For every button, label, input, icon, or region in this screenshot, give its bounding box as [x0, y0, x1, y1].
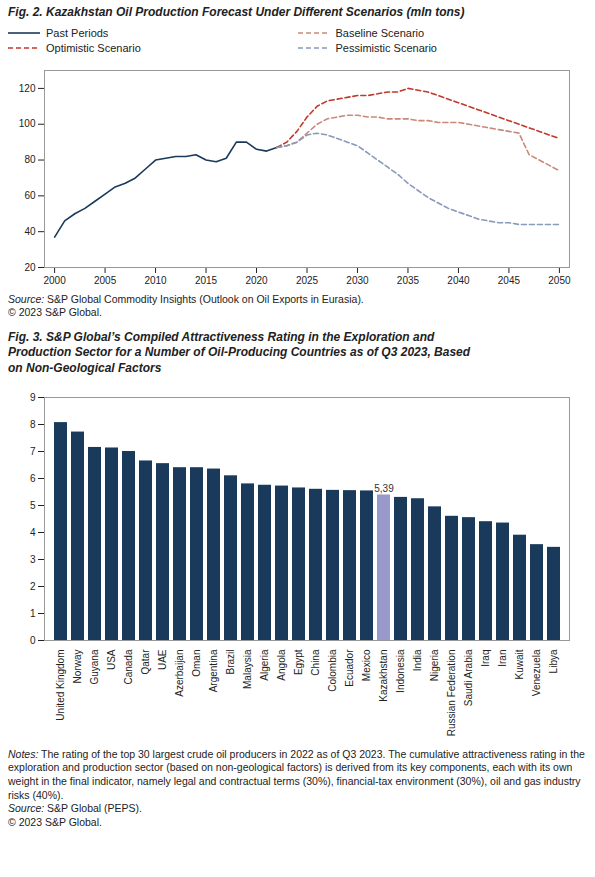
- svg-text:3: 3: [30, 553, 36, 564]
- html-text:Past Periods: Past Periods: [46, 26, 109, 39]
- svg-text:Ecuador: Ecuador: [344, 648, 355, 686]
- svg-text:2: 2: [30, 580, 36, 591]
- svg-text:5,39: 5,39: [374, 483, 394, 494]
- svg-text:6: 6: [30, 472, 36, 483]
- svg-text:4: 4: [30, 526, 36, 537]
- html-text:© 2023 S&P Global.: © 2023 S&P Global.: [8, 306, 102, 319]
- svg-text:2015: 2015: [195, 274, 218, 285]
- svg-text:Venezuela: Venezuela: [531, 649, 542, 696]
- svg-text:Saudi Arabia: Saudi Arabia: [463, 649, 474, 706]
- svg-text:5: 5: [30, 499, 36, 510]
- svg-text:Guyana: Guyana: [89, 649, 100, 684]
- svg-text:United Kingdom: United Kingdom: [55, 649, 66, 720]
- svg-text:2020: 2020: [245, 274, 268, 285]
- svg-text:2035: 2035: [397, 274, 420, 285]
- svg-text:India: India: [412, 649, 423, 671]
- svg-text:Algeria: Algeria: [259, 649, 270, 681]
- svg-text:Indonesia: Indonesia: [395, 649, 406, 693]
- svg-text:China: China: [310, 649, 321, 676]
- svg-text:Kuwait: Kuwait: [514, 649, 525, 679]
- html-text:Fig. 2. Kazakhstan Oil Product: Fig. 2. Kazakhstan Oil Production Foreca…: [8, 5, 465, 19]
- svg-text:Angola: Angola: [276, 649, 287, 681]
- svg-text:Mexico: Mexico: [361, 649, 372, 681]
- svg-text:9: 9: [30, 391, 36, 402]
- svg-text:Iran: Iran: [497, 649, 508, 666]
- svg-text:Russian Federation: Russian Federation: [446, 649, 457, 736]
- svg-text:Kazakhstan: Kazakhstan: [378, 649, 389, 701]
- svg-text:2000: 2000: [43, 274, 66, 285]
- html-text:Baseline Scenario: Baseline Scenario: [335, 26, 425, 39]
- svg-text:Argentina: Argentina: [208, 649, 219, 692]
- html-text:Pessimistic Scenario: Pessimistic Scenario: [335, 41, 437, 54]
- svg-text:Norway: Norway: [72, 649, 83, 683]
- svg-text:2040: 2040: [447, 274, 470, 285]
- html-text:Fig. 3. S&P Global’s Compiled: Fig. 3. S&P Global’s Compiled Attractive…: [8, 329, 471, 376]
- svg-text:0: 0: [30, 634, 36, 645]
- svg-text:2025: 2025: [296, 274, 319, 285]
- svg-text:100: 100: [19, 118, 36, 129]
- svg-text:USA: USA: [106, 649, 117, 670]
- svg-text:80: 80: [24, 154, 36, 165]
- svg-text:2010: 2010: [144, 274, 167, 285]
- svg-text:7: 7: [30, 445, 36, 456]
- html-text:Notes: The rating of the top 3: Notes: The rating of the top 30 largest …: [8, 747, 585, 801]
- svg-text:2030: 2030: [346, 274, 369, 285]
- svg-text:120: 120: [19, 82, 36, 93]
- svg-text:20: 20: [24, 261, 36, 272]
- svg-text:Oman: Oman: [191, 649, 202, 676]
- svg-text:Libya: Libya: [548, 649, 559, 673]
- svg-text:40: 40: [24, 225, 36, 236]
- html-text:Source: S&P Global Commodity I: Source: S&P Global Commodity Insights (O…: [8, 292, 364, 305]
- svg-text:2050: 2050: [548, 274, 571, 285]
- svg-text:8: 8: [30, 418, 36, 429]
- svg-text:2045: 2045: [498, 274, 521, 285]
- svg-text:Azerbaijan: Azerbaijan: [174, 649, 185, 696]
- svg-text:Egypt: Egypt: [293, 649, 304, 675]
- svg-text:2005: 2005: [94, 274, 117, 285]
- svg-text:Qatar: Qatar: [140, 648, 151, 674]
- svg-text:Nigeria: Nigeria: [429, 649, 440, 681]
- svg-text:Iraq: Iraq: [480, 649, 491, 666]
- svg-text:60: 60: [24, 190, 36, 201]
- svg-text:1: 1: [30, 607, 36, 618]
- html-text:Source: S&P Global (PEPS).: Source: S&P Global (PEPS).: [8, 802, 142, 815]
- svg-text:UAE: UAE: [157, 649, 168, 670]
- svg-text:Malaysia: Malaysia: [242, 649, 253, 689]
- svg-text:Brazil: Brazil: [225, 649, 236, 674]
- svg-text:Canada: Canada: [123, 649, 134, 684]
- html-text:© 2023 S&P Global.: © 2023 S&P Global.: [8, 815, 102, 828]
- html-text:Optimistic Scenario: Optimistic Scenario: [46, 41, 141, 54]
- svg-text:Colombia: Colombia: [327, 649, 338, 692]
